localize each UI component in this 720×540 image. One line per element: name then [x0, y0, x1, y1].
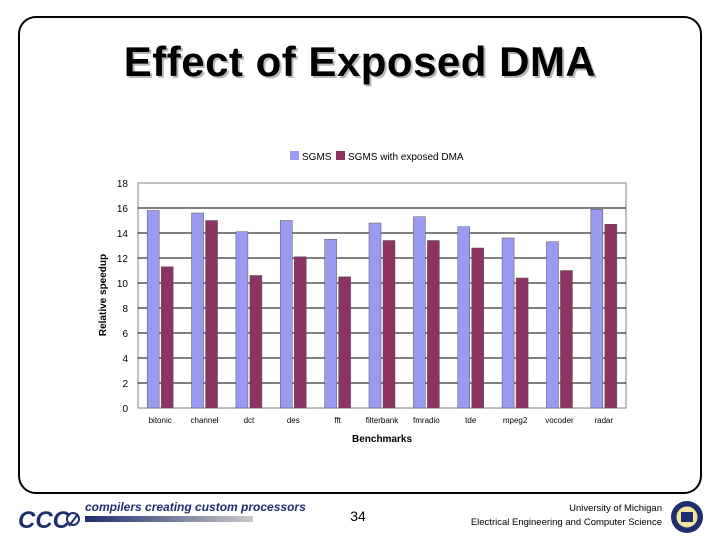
legend-label-exposed-dma: SGMS with exposed DMA: [348, 152, 464, 163]
bar-exposed-dma-mpeg2: [515, 277, 529, 409]
bar-sgms-fft: [324, 239, 337, 409]
logo-tagline: compilers creating custom processors: [85, 500, 306, 514]
bar-sgms-vocoder: [546, 241, 559, 409]
bar-sgms-filterbank: [368, 222, 382, 409]
x-tick-label: fmradio: [413, 416, 440, 425]
bar-exposed-dma-fmradio: [427, 240, 440, 409]
slide-title: Effect of Exposed DMA: [123, 38, 597, 85]
bar-sgms-channel: [191, 212, 204, 409]
y-tick-label: 18: [117, 179, 129, 190]
bar-exposed-dma-fft: [338, 276, 351, 409]
y-tick-labels: 0 2 4 6 8 10 12 14 16 18: [117, 179, 129, 415]
x-tick-label: des: [287, 416, 300, 425]
x-tick-label: fft: [334, 416, 341, 425]
legend: SGMS SGMS with exposed DMA: [290, 151, 464, 163]
y-tick-label: 12: [117, 254, 129, 265]
page-number: 34: [350, 508, 366, 524]
bar-exposed-dma-des: [294, 256, 307, 409]
legend-swatch-exposed-dma: [336, 151, 345, 160]
bar-sgms-dct: [235, 231, 249, 409]
x-tick-label: mpeg2: [503, 416, 528, 425]
university-seal-icon: [671, 501, 703, 533]
y-tick-label: 10: [117, 279, 129, 290]
y-tick-label: 8: [122, 304, 128, 315]
plot-area: [137, 182, 627, 409]
x-tick-label: vocoder: [545, 416, 574, 425]
y-tick-label: 6: [122, 329, 128, 340]
affiliation: University of Michigan Electrical Engine…: [402, 502, 662, 530]
bar-sgms-fmradio: [413, 216, 426, 409]
affiliation-department: Electrical Engineering and Computer Scie…: [470, 517, 662, 528]
svg-text:CCC: CCC: [18, 507, 71, 534]
bar-sgms-des: [280, 220, 293, 409]
legend-label-sgms: SGMS: [302, 152, 332, 163]
x-axis-label: Benchmarks: [352, 434, 412, 445]
y-tick-label: 2: [122, 379, 128, 390]
x-tick-label: channel: [191, 416, 219, 425]
legend-swatch-sgms: [290, 151, 299, 160]
bar-sgms-mpeg2: [501, 237, 515, 409]
bar-exposed-dma-filterbank: [382, 240, 396, 409]
x-tick-labels: bitonic channel dct des fft filterbank fmradio…: [149, 416, 614, 425]
x-tick-label: radar: [594, 416, 613, 425]
bar-exposed-dma-dct: [249, 275, 263, 409]
slide-frame: [18, 16, 702, 494]
bar-sgms-radar: [590, 209, 604, 409]
bar-exposed-dma-vocoder: [560, 270, 573, 409]
x-tick-label: bitonic: [149, 416, 172, 425]
bar-sgms-bitonic: [146, 210, 160, 409]
y-tick-label: 0: [122, 404, 128, 415]
ccc-logo: CCC: [18, 507, 80, 534]
affiliation-university: University of Michigan: [569, 503, 662, 514]
bars: [146, 209, 618, 409]
x-tick-label: tde: [465, 416, 477, 425]
y-tick-label: 16: [117, 204, 129, 215]
bar-exposed-dma-radar: [604, 224, 618, 409]
bar-exposed-dma-bitonic: [160, 266, 174, 409]
bar-exposed-dma-channel: [205, 220, 218, 409]
x-tick-label: dct: [244, 416, 255, 425]
logo-underline: [85, 516, 253, 522]
y-tick-label: 4: [122, 354, 128, 365]
bar-sgms-tde: [457, 226, 470, 409]
y-axis-label: Relative speedup: [98, 254, 109, 336]
y-tick-label: 14: [117, 229, 129, 240]
bar-exposed-dma-tde: [471, 247, 484, 409]
footer: CCC compilers creating custom processors…: [0, 496, 720, 540]
gridlines: [138, 207, 626, 384]
x-tick-label: filterbank: [366, 416, 399, 425]
